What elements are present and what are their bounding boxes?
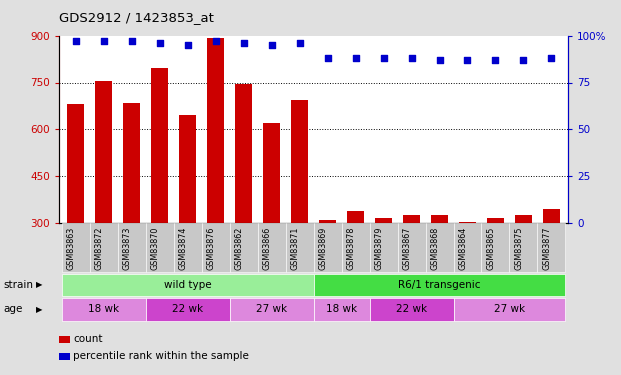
- Text: GSM83866: GSM83866: [263, 227, 271, 270]
- Text: 18 wk: 18 wk: [88, 304, 119, 314]
- Bar: [347, 211, 364, 317]
- Text: GSM83877: GSM83877: [542, 226, 551, 270]
- Bar: [431, 215, 448, 317]
- Bar: [96, 81, 112, 317]
- Bar: [68, 104, 84, 317]
- Text: GSM83863: GSM83863: [67, 227, 76, 270]
- Bar: [459, 222, 476, 317]
- Text: GSM83879: GSM83879: [374, 226, 384, 270]
- Text: 22 wk: 22 wk: [396, 304, 427, 314]
- Bar: [403, 215, 420, 317]
- Text: 27 wk: 27 wk: [256, 304, 287, 314]
- Text: GSM83865: GSM83865: [486, 226, 496, 270]
- Text: percentile rank within the sample: percentile rank within the sample: [73, 351, 249, 361]
- Text: R6/1 transgenic: R6/1 transgenic: [398, 280, 481, 290]
- Bar: [263, 123, 280, 317]
- Text: GSM83868: GSM83868: [430, 227, 440, 270]
- Text: GSM83875: GSM83875: [514, 226, 524, 270]
- Point: [71, 38, 81, 44]
- Bar: [375, 218, 392, 317]
- Point: [155, 40, 165, 46]
- Text: GSM83874: GSM83874: [179, 226, 188, 270]
- Point: [294, 40, 304, 46]
- Point: [379, 55, 389, 61]
- Point: [491, 57, 501, 63]
- Text: ▶: ▶: [36, 305, 42, 314]
- Point: [211, 38, 220, 44]
- Bar: [207, 38, 224, 317]
- Text: GSM83873: GSM83873: [123, 226, 132, 270]
- Text: GSM83876: GSM83876: [207, 226, 215, 270]
- Point: [519, 57, 528, 63]
- Text: GSM83878: GSM83878: [347, 226, 356, 270]
- Text: ▶: ▶: [36, 280, 42, 290]
- Point: [435, 57, 445, 63]
- Bar: [319, 220, 336, 317]
- Text: GDS2912 / 1423853_at: GDS2912 / 1423853_at: [59, 11, 214, 24]
- Text: GSM83872: GSM83872: [95, 226, 104, 270]
- Point: [407, 55, 417, 61]
- Text: wild type: wild type: [164, 280, 212, 290]
- Text: GSM83871: GSM83871: [291, 226, 299, 270]
- Bar: [235, 84, 252, 317]
- Point: [323, 55, 333, 61]
- Text: GSM83862: GSM83862: [235, 226, 243, 270]
- Text: 27 wk: 27 wk: [494, 304, 525, 314]
- Text: 22 wk: 22 wk: [172, 304, 203, 314]
- Text: strain: strain: [3, 280, 33, 290]
- Bar: [152, 68, 168, 317]
- Bar: [543, 209, 560, 317]
- Point: [463, 57, 473, 63]
- Text: GSM83864: GSM83864: [458, 227, 468, 270]
- Bar: [179, 116, 196, 317]
- Point: [266, 42, 276, 48]
- Bar: [291, 100, 308, 317]
- Point: [183, 42, 193, 48]
- Bar: [487, 218, 504, 317]
- Text: count: count: [73, 334, 103, 344]
- Text: age: age: [3, 304, 22, 314]
- Point: [99, 38, 109, 44]
- Text: GSM83867: GSM83867: [402, 226, 412, 270]
- Point: [238, 40, 248, 46]
- Bar: [124, 103, 140, 317]
- Text: GSM83870: GSM83870: [151, 226, 160, 270]
- Text: 18 wk: 18 wk: [326, 304, 357, 314]
- Point: [351, 55, 361, 61]
- Point: [127, 38, 137, 44]
- Text: GSM83869: GSM83869: [319, 226, 328, 270]
- Bar: [515, 215, 532, 317]
- Point: [546, 55, 556, 61]
